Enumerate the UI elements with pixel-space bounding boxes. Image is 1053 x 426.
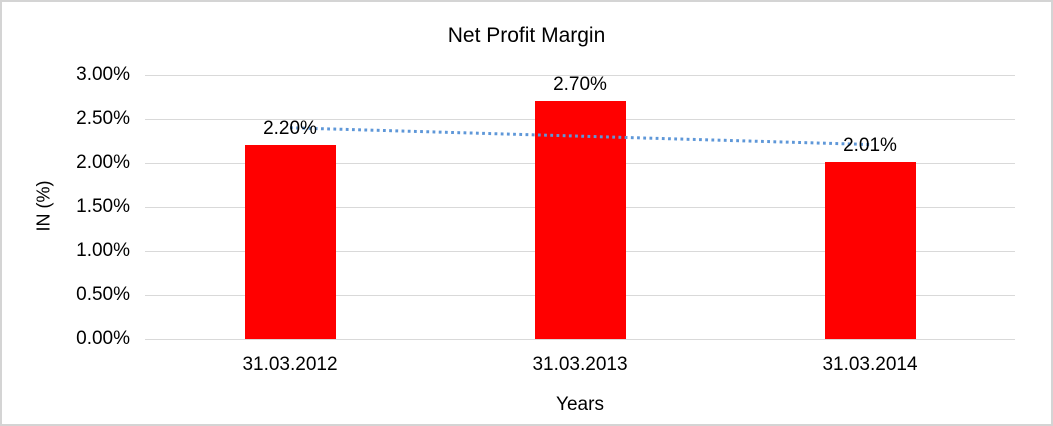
x-axis-title: Years (556, 394, 604, 415)
bar (244, 145, 336, 339)
x-tick-label: 31.03.2012 (242, 354, 338, 375)
y-tick-label: 1.50% (76, 196, 130, 217)
bar-data-label: 2.70% (553, 74, 607, 96)
y-tick-label: 1.00% (76, 240, 130, 261)
y-tick-label: 2.50% (76, 108, 130, 129)
gridline (145, 74, 1015, 76)
bar-data-label: 2.20% (263, 118, 317, 140)
bar (824, 162, 916, 339)
gridline (145, 338, 1015, 340)
bar-data-label: 2.01% (843, 135, 897, 157)
y-tick-label: 0.00% (76, 328, 130, 349)
y-tick-label: 0.50% (76, 284, 130, 305)
x-tick-label: 31.03.2013 (532, 354, 628, 375)
y-tick-label: 2.00% (76, 152, 130, 173)
chart-title: Net Profit Margin (447, 24, 606, 47)
x-tick-label: 31.03.2014 (822, 354, 918, 375)
bar (534, 101, 626, 339)
y-tick-label: 3.00% (76, 64, 130, 85)
